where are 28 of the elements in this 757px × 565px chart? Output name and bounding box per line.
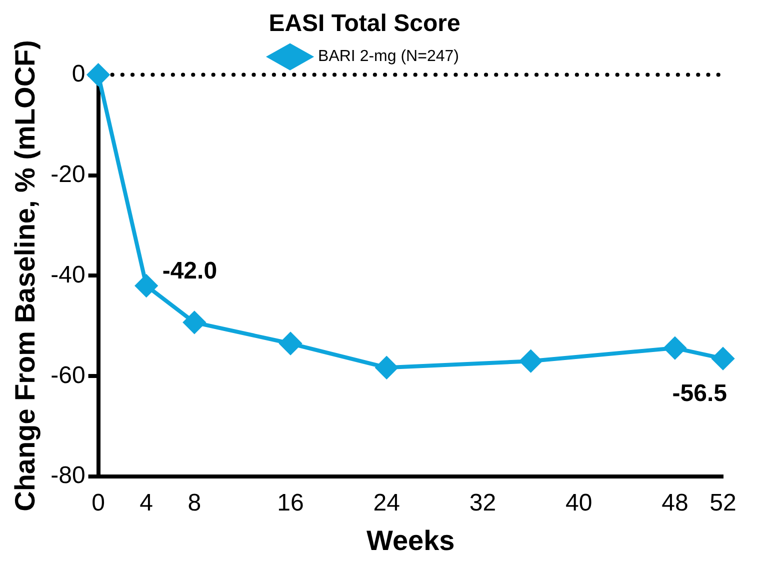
legend-label: BARI 2-mg (N=247) [318,48,459,66]
y-tick-label: -80 [50,462,86,490]
x-tick-label: 16 [277,490,304,517]
x-tick-label: 48 [662,490,688,517]
y-tick-label: -40 [50,261,86,288]
x-tick-label: 8 [188,490,202,517]
point [280,332,302,355]
x-tick-label: 52 [710,490,736,517]
x-tick-label: 32 [469,490,496,517]
x-tick-label: 40 [565,490,592,517]
x-tick-label: 24 [373,490,400,517]
point [135,274,158,297]
y-tick-label: 0 [72,60,86,88]
point [520,350,542,372]
data-label: -42.0 [162,257,218,284]
x-axis-title: Weeks [366,524,455,556]
x-tick-label: 4 [140,490,154,517]
point [712,348,734,370]
x-tick-label: 0 [92,490,105,517]
y-axis-title: Change From Baseline, % (mLOCF) [10,40,41,512]
point [183,311,206,334]
point [87,64,110,86]
y-tick-label: -20 [50,160,86,188]
data-label: -56.5 [672,380,727,408]
point [376,356,398,379]
chart-title: EASI Total Score [268,10,460,38]
point [664,337,686,360]
y-tick-label: -60 [50,362,86,389]
